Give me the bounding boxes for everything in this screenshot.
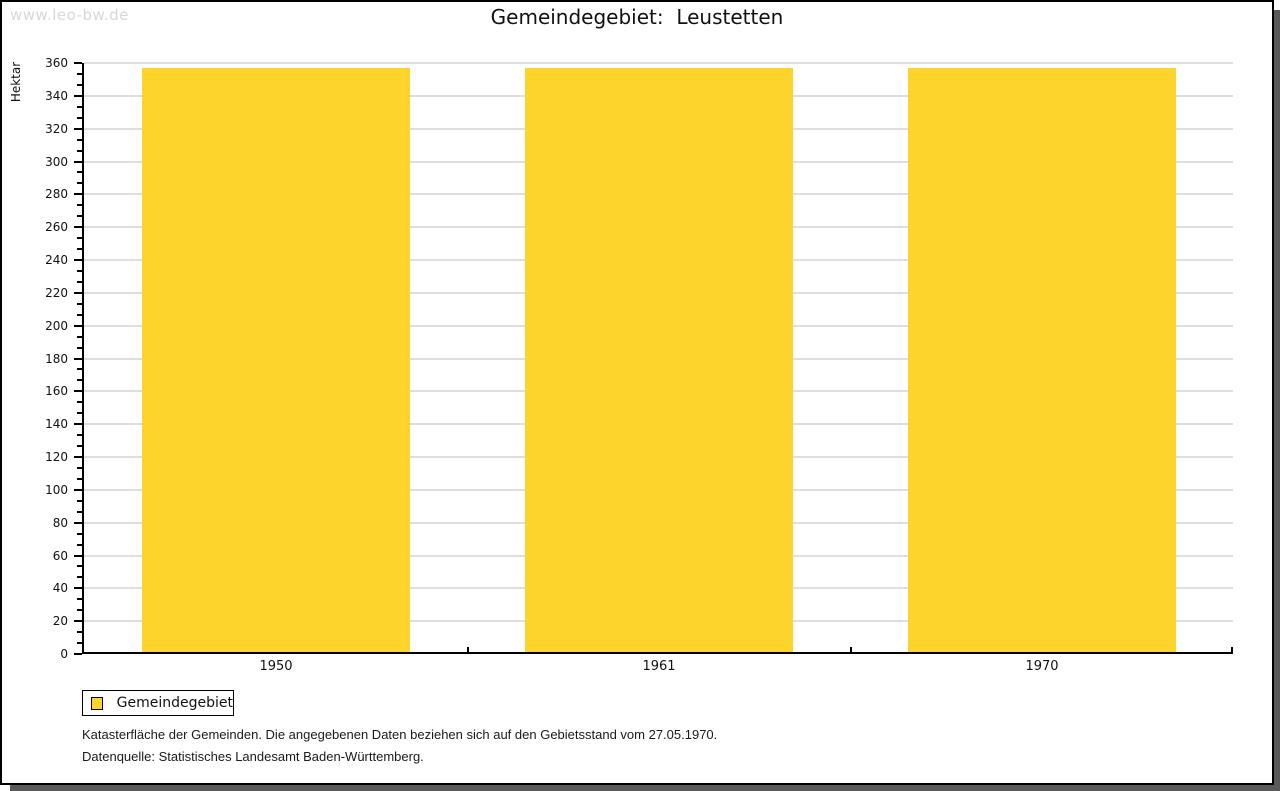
y-minor-tick	[77, 543, 82, 546]
y-tick-label-100: 100	[45, 482, 68, 497]
y-tick-label-60: 60	[52, 548, 68, 563]
y-major-tick-160	[74, 390, 82, 393]
y-minor-tick	[77, 269, 82, 272]
legend-swatch-gemeindegebiet	[91, 696, 103, 710]
y-tick-label-200: 200	[45, 318, 68, 333]
x-boundary-tick-2	[850, 647, 852, 654]
y-major-tick-180	[74, 357, 82, 360]
bar-1961	[525, 68, 793, 654]
y-minor-tick	[77, 280, 82, 283]
y-minor-tick	[77, 248, 82, 251]
watermark-text: www.leo-bw.de	[10, 6, 129, 24]
y-tick-label-40: 40	[52, 581, 68, 596]
y-minor-tick	[77, 215, 82, 218]
y-tick-label-360: 360	[45, 56, 68, 70]
y-major-tick-200	[74, 324, 82, 327]
y-minor-tick	[77, 401, 82, 404]
y-major-tick-340	[74, 94, 82, 97]
y-major-tick-0	[74, 653, 82, 655]
y-tick-label-180: 180	[45, 351, 68, 366]
y-major-tick-120	[74, 456, 82, 458]
x-boundary-tick-1	[467, 647, 469, 654]
y-major-tick-100	[74, 488, 82, 491]
y-minor-tick	[77, 466, 82, 469]
y-major-tick-140	[74, 423, 82, 426]
y-major-tick-220	[74, 291, 82, 294]
y-minor-tick	[77, 609, 82, 612]
y-minor-tick	[77, 72, 82, 75]
y-major-tick-80	[74, 521, 82, 524]
y-axis-title: Hektar	[9, 61, 23, 103]
y-minor-tick	[77, 631, 82, 634]
y-minor-tick	[77, 138, 82, 141]
bar-1970	[908, 68, 1176, 654]
x-tick-label-1961: 1961	[642, 659, 676, 674]
y-tick-label-260: 260	[45, 220, 68, 235]
y-minor-tick	[77, 149, 82, 152]
chart-title: Gemeindegebiet: Leustetten	[490, 5, 784, 29]
y-minor-tick	[77, 313, 82, 316]
y-major-tick-20	[74, 620, 82, 623]
y-tick-label-240: 240	[45, 253, 68, 267]
y-minor-tick	[77, 83, 82, 86]
footnote-description: Katasterfläche der Gemeinden. Die angege…	[82, 727, 718, 742]
y-major-tick-260	[74, 226, 82, 229]
y-minor-tick	[77, 237, 82, 240]
y-minor-tick	[77, 182, 82, 185]
x-tick-label-1950: 1950	[259, 659, 293, 674]
legend-label: Gemeindegebiet	[116, 695, 233, 711]
y-minor-tick	[77, 204, 82, 207]
y-minor-tick	[77, 335, 82, 338]
bar-1950	[142, 68, 410, 654]
y-tick-label-160: 160	[45, 384, 68, 399]
y-minor-tick	[77, 346, 82, 349]
y-major-tick-40	[74, 587, 82, 590]
window-shadow-right	[1274, 10, 1280, 791]
y-minor-tick	[77, 116, 82, 119]
y-tick-label-320: 320	[45, 121, 68, 136]
y-minor-tick	[77, 499, 82, 502]
x-axis-line	[84, 652, 1233, 654]
y-minor-tick	[77, 105, 82, 108]
y-minor-tick	[77, 379, 82, 382]
y-axis-line	[82, 63, 84, 654]
y-minor-tick	[77, 412, 82, 415]
y-minor-tick	[77, 532, 82, 535]
gridline-360	[84, 62, 1233, 64]
y-tick-label-0: 0	[60, 647, 68, 661]
footnote-datasource: Datenquelle: Statistisches Landesamt Bad…	[82, 749, 424, 764]
y-minor-tick	[77, 171, 82, 174]
x-tick-label-1970: 1970	[1025, 659, 1059, 674]
y-tick-label-120: 120	[45, 450, 68, 464]
y-major-tick-280	[74, 193, 82, 196]
y-minor-tick	[77, 565, 82, 568]
legend-box: Gemeindegebiet	[82, 690, 234, 716]
y-major-tick-360	[74, 62, 82, 64]
y-minor-tick	[77, 477, 82, 480]
x-boundary-tick-3	[1231, 647, 1233, 654]
y-tick-label-20: 20	[52, 614, 68, 629]
y-tick-label-280: 280	[45, 187, 68, 202]
plot-area	[84, 62, 1233, 654]
y-major-tick-240	[74, 259, 82, 261]
y-major-tick-60	[74, 554, 82, 557]
y-minor-tick	[77, 368, 82, 371]
y-tick-label-340: 340	[45, 88, 68, 103]
y-tick-label-140: 140	[45, 417, 68, 432]
y-minor-tick	[77, 434, 82, 437]
y-minor-tick	[77, 598, 82, 601]
window-shadow-bottom	[10, 785, 1280, 791]
y-minor-tick	[77, 510, 82, 513]
y-minor-tick	[77, 445, 82, 448]
y-major-tick-320	[74, 127, 82, 130]
y-minor-tick	[77, 576, 82, 579]
y-tick-label-80: 80	[52, 515, 68, 530]
y-minor-tick	[77, 302, 82, 305]
y-tick-label-300: 300	[45, 154, 68, 169]
y-minor-tick	[77, 642, 82, 645]
y-tick-label-220: 220	[45, 285, 68, 300]
y-major-tick-300	[74, 160, 82, 163]
